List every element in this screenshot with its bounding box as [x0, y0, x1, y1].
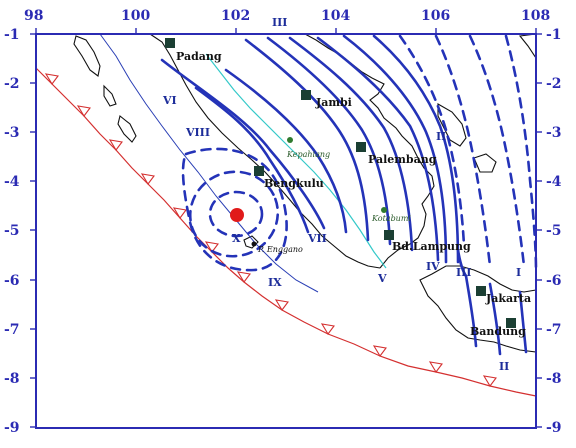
city-marker-bengkulu [254, 166, 264, 176]
mmi-label-ii-top: II [436, 130, 446, 143]
lat-label-left-2: -2 [4, 76, 20, 92]
kalimantan-coastline [518, 33, 537, 60]
town-dot-kotabumi [381, 207, 387, 213]
trench-teeth [44, 73, 497, 387]
lon-label-104: 104 [321, 8, 350, 24]
bangka-island [437, 103, 467, 147]
sunda-trench [35, 67, 537, 397]
lat-label-right-8: -8 [546, 371, 562, 387]
city-label-bengkulu: Bengkulu [264, 177, 324, 190]
mmi-label-ix: IX [268, 276, 282, 289]
city-marker-palembang [356, 142, 366, 152]
town-label-kepahiang: Kepahiang [286, 150, 330, 159]
mentawai-fault [99, 33, 319, 293]
lat-label-left-3: -3 [4, 125, 20, 141]
mmi-label-viii: VIII [185, 126, 210, 139]
city-markers [165, 38, 516, 328]
mmi-label-v: V [377, 272, 387, 285]
siberut-island [73, 35, 101, 77]
map-frame [35, 33, 537, 429]
lat-label-right-2: -2 [546, 76, 562, 92]
city-label-jakarta: Jakarta [485, 292, 531, 305]
mmi-label-vii: VII [307, 232, 327, 245]
lat-label-left-8: -8 [4, 371, 20, 387]
lat-label-right-6: -6 [546, 273, 562, 289]
lat-label-right-3: -3 [546, 125, 562, 141]
sipora-island [103, 84, 117, 107]
epicenter-contours [181, 147, 288, 272]
lon-axis: 98 100 102 104 106 108 [24, 8, 550, 34]
lat-label-right-7: -7 [546, 322, 562, 338]
city-marker-bdlampung [384, 230, 394, 240]
town-dot-enggano [251, 241, 257, 247]
pagai-island [117, 115, 137, 143]
lon-label-106: 106 [421, 8, 450, 24]
sumatran-fault [205, 53, 387, 269]
city-label-padang: Padang [176, 50, 222, 63]
city-marker-bandung [506, 318, 516, 328]
lon-label-100: 100 [121, 8, 150, 24]
town-label-kotabumi: Kotabumi [371, 214, 411, 223]
lon-label-102: 102 [221, 8, 250, 24]
lat-axis: -1 -2 -3 -4 -5 -6 -7 -8 -9 -1 -2 -3 -4 -… [4, 27, 562, 436]
lat-label-right-5: -5 [546, 223, 562, 239]
epicenter-marker [230, 208, 244, 222]
lat-label-left-7: -7 [4, 322, 20, 338]
lon-label-108: 108 [521, 8, 550, 24]
isoseismal-lines [160, 34, 528, 356]
lat-label-left-4: -4 [4, 174, 20, 190]
city-label-palembang: Palembang [368, 153, 437, 166]
mmi-label-i: I [516, 266, 521, 279]
lon-label-98: 98 [24, 8, 43, 24]
lat-label-right-4: -4 [546, 174, 562, 190]
city-label-bdlampung: Bd.Lampung [392, 240, 471, 253]
mmi-label-iii-top: III [272, 16, 287, 29]
lat-label-right-9: -9 [546, 420, 562, 436]
town-label-enggano: P. Enggano [257, 245, 303, 254]
lat-label-left-5: -5 [4, 223, 20, 239]
mmi-label-iv: IV [426, 260, 440, 273]
mmi-label-iii-bottom: III [456, 266, 471, 279]
lat-label-left-6: -6 [4, 273, 20, 289]
lat-label-left-1: -1 [4, 27, 20, 43]
belitung-island [473, 153, 497, 173]
mmi-label-ii-bottom: II [499, 360, 509, 373]
mmi-label-vi: VI [162, 94, 177, 107]
mmi-label-x: X [232, 232, 241, 245]
city-marker-jakarta [476, 286, 486, 296]
town-dot-kepahiang [287, 137, 293, 143]
city-marker-padang [165, 38, 175, 48]
city-marker-jambi [301, 90, 311, 100]
city-label-bandung: Bandung [470, 325, 526, 338]
lat-label-right-1: -1 [546, 27, 562, 43]
lat-label-left-9: -9 [4, 420, 20, 436]
city-label-jambi: Jambi [315, 96, 352, 109]
